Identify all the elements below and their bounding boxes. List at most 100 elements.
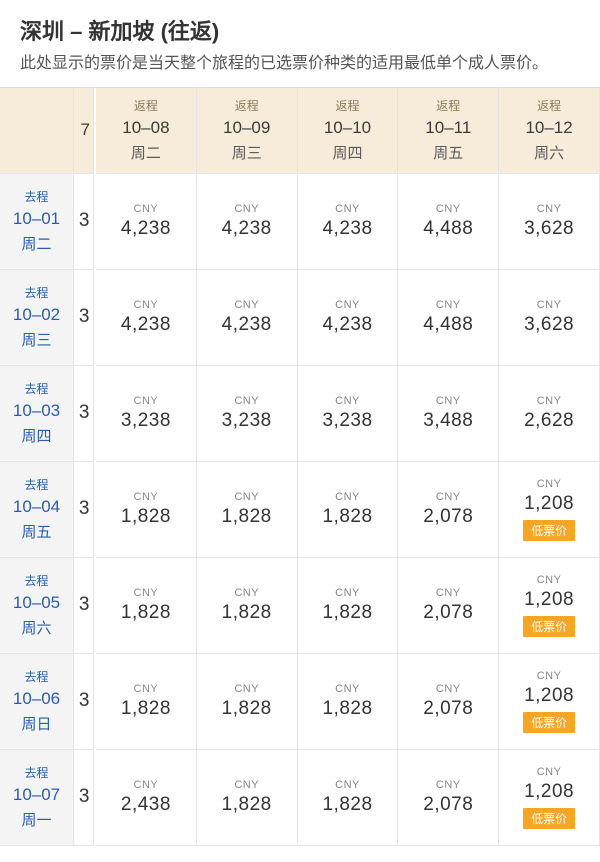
price-cell-r2-c1[interactable]: CNY 3,238 — [197, 366, 298, 462]
price-cell-r5-c3[interactable]: CNY 2,078 — [398, 654, 499, 750]
depart-row-3[interactable]: 去程 10–04 周五 — [0, 462, 74, 558]
depart-date: 10–01 — [13, 209, 60, 229]
price-partial-r1[interactable]: 3 — [74, 270, 94, 366]
currency-label: CNY — [436, 203, 461, 215]
currency-label: CNY — [335, 299, 360, 311]
price-value: 1,828 — [322, 506, 372, 528]
price-cell-r3-c1[interactable]: CNY 1,828 — [197, 462, 298, 558]
price-cell-r1-c1[interactable]: CNY 4,238 — [197, 270, 298, 366]
price-value: 4,488 — [423, 314, 473, 336]
low-fare-badge: 低票价 — [523, 616, 575, 637]
price-cell-r3-c3[interactable]: CNY 2,078 — [398, 462, 499, 558]
price-value: 3,238 — [121, 410, 171, 432]
currency-label: CNY — [134, 587, 159, 599]
currency-label: CNY — [134, 683, 159, 695]
price-cell-r2-c2[interactable]: CNY 3,238 — [298, 366, 399, 462]
price-cell-r6-c1[interactable]: CNY 1,828 — [197, 750, 298, 846]
price-partial-r2[interactable]: 3 — [74, 366, 94, 462]
price-cell-r6-c3[interactable]: CNY 2,078 — [398, 750, 499, 846]
depart-row-1[interactable]: 去程 10–02 周三 — [0, 270, 74, 366]
price-value: 4,488 — [423, 218, 473, 240]
price-cell-r1-c0[interactable]: CNY 4,238 — [96, 270, 197, 366]
price-cell-r5-c1[interactable]: CNY 1,828 — [197, 654, 298, 750]
depart-row-2[interactable]: 去程 10–03 周四 — [0, 366, 74, 462]
price-cell-r5-c4[interactable]: CNY 1,208 低票价 — [499, 654, 600, 750]
depart-dow: 周五 — [21, 521, 51, 542]
price-cell-r0-c2[interactable]: CNY 4,238 — [298, 174, 399, 270]
price-value: 4,238 — [222, 218, 272, 240]
price-cell-r1-c3[interactable]: CNY 4,488 — [398, 270, 499, 366]
partial-date-stub: 7 — [81, 120, 90, 140]
price-value: 1,828 — [322, 602, 372, 624]
price-cell-r3-c2[interactable]: CNY 1,828 — [298, 462, 399, 558]
price-cell-r0-c3[interactable]: CNY 4,488 — [398, 174, 499, 270]
price-partial-r6[interactable]: 3 — [74, 750, 94, 846]
return-col-1[interactable]: 返程 10–09 周三 — [197, 88, 298, 174]
price-cell-r6-c2[interactable]: CNY 1,828 — [298, 750, 399, 846]
price-cell-r4-c1[interactable]: CNY 1,828 — [197, 558, 298, 654]
price-cell-r2-c4[interactable]: CNY 2,628 — [499, 366, 600, 462]
return-col-3[interactable]: 返程 10–11 周五 — [398, 88, 499, 174]
currency-label: CNY — [134, 299, 159, 311]
price-cell-r6-c0[interactable]: CNY 2,438 — [96, 750, 197, 846]
price-cell-r6-c4[interactable]: CNY 1,208 低票价 — [499, 750, 600, 846]
price-cell-r2-c0[interactable]: CNY 3,238 — [96, 366, 197, 462]
currency-label: CNY — [335, 587, 360, 599]
depart-row-0[interactable]: 去程 10–01 周二 — [0, 174, 74, 270]
return-col-2[interactable]: 返程 10–10 周四 — [298, 88, 399, 174]
price-value: 1,828 — [121, 506, 171, 528]
price-cell-r0-c0[interactable]: CNY 4,238 — [96, 174, 197, 270]
depart-date: 10–03 — [13, 401, 60, 421]
price-cell-r2-c3[interactable]: CNY 3,488 — [398, 366, 499, 462]
currency-label: CNY — [436, 587, 461, 599]
price-value: 4,238 — [222, 314, 272, 336]
price-value: 1,208 — [524, 781, 574, 803]
price-partial-r0[interactable]: 3 — [74, 174, 94, 270]
price-cell-r4-c4[interactable]: CNY 1,208 低票价 — [499, 558, 600, 654]
price-value: 1,208 — [524, 493, 574, 515]
return-col-4[interactable]: 返程 10–12 周六 — [499, 88, 600, 174]
depart-dow: 周六 — [21, 617, 51, 638]
price-value: 4,238 — [121, 218, 171, 240]
depart-leg-label: 去程 — [24, 380, 48, 397]
price-cell-r3-c0[interactable]: CNY 1,828 — [96, 462, 197, 558]
price-value: 1,828 — [322, 794, 372, 816]
return-dow: 周二 — [131, 142, 161, 163]
price-cell-r0-c4[interactable]: CNY 3,628 — [499, 174, 600, 270]
price-cell-r1-c2[interactable]: CNY 4,238 — [298, 270, 399, 366]
price-cell-r4-c2[interactable]: CNY 1,828 — [298, 558, 399, 654]
price-value: 3,628 — [524, 218, 574, 240]
price-value-stub: 3 — [79, 690, 90, 712]
currency-label: CNY — [537, 203, 562, 215]
price-cell-r5-c0[interactable]: CNY 1,828 — [96, 654, 197, 750]
depart-row-6[interactable]: 去程 10–07 周一 — [0, 750, 74, 846]
depart-row-5[interactable]: 去程 10–06 周日 — [0, 654, 74, 750]
price-value: 3,628 — [524, 314, 574, 336]
price-value-stub: 3 — [79, 786, 90, 808]
depart-date: 10–02 — [13, 305, 60, 325]
price-partial-r5[interactable]: 3 — [74, 654, 94, 750]
price-value-stub: 3 — [79, 594, 90, 616]
price-cell-r4-c3[interactable]: CNY 2,078 — [398, 558, 499, 654]
price-cell-r1-c4[interactable]: CNY 3,628 — [499, 270, 600, 366]
price-cell-r3-c4[interactable]: CNY 1,208 低票价 — [499, 462, 600, 558]
return-col-partial[interactable]: 7 — [74, 88, 94, 174]
depart-dow: 周日 — [21, 713, 51, 734]
price-value: 2,078 — [423, 794, 473, 816]
price-partial-r3[interactable]: 3 — [74, 462, 94, 558]
currency-label: CNY — [234, 299, 259, 311]
return-leg-label: 返程 — [335, 97, 359, 114]
depart-dow: 周一 — [21, 809, 51, 830]
depart-leg-label: 去程 — [24, 572, 48, 589]
price-cell-r4-c0[interactable]: CNY 1,828 — [96, 558, 197, 654]
depart-row-4[interactable]: 去程 10–05 周六 — [0, 558, 74, 654]
depart-dow: 周二 — [21, 233, 51, 254]
price-value: 1,828 — [222, 602, 272, 624]
price-value: 2,078 — [423, 506, 473, 528]
price-cell-r0-c1[interactable]: CNY 4,238 — [197, 174, 298, 270]
return-date: 10–08 — [122, 118, 169, 138]
price-cell-r5-c2[interactable]: CNY 1,828 — [298, 654, 399, 750]
return-col-0[interactable]: 返程 10–08 周二 — [96, 88, 197, 174]
price-value-stub: 3 — [79, 402, 90, 424]
price-partial-r4[interactable]: 3 — [74, 558, 94, 654]
